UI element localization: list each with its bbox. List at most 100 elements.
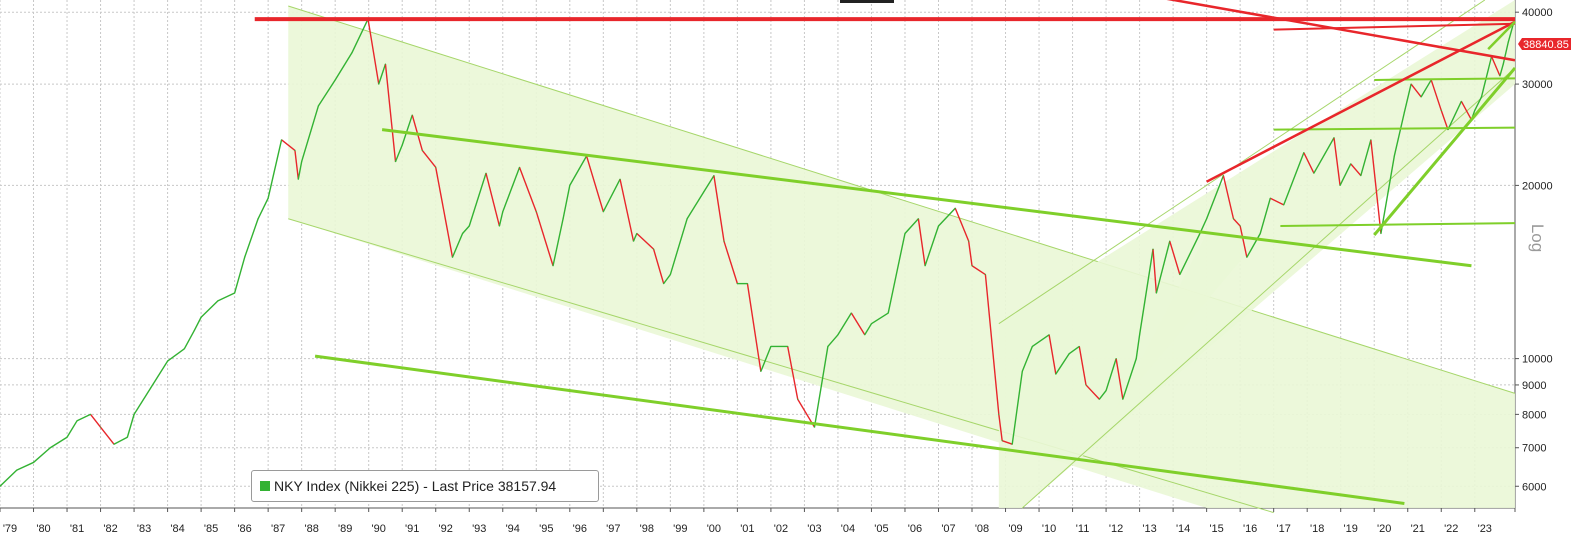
price-point [1480,96,1483,98]
price-segment [1270,197,1285,206]
price-segment [760,346,772,372]
price-segment [462,225,470,234]
price-point [870,323,873,325]
price-point [760,370,762,373]
price-segment [183,329,196,350]
price-point [1239,225,1241,227]
price-segment [984,274,1000,415]
price-point [1474,109,1476,112]
price-segment [864,323,873,336]
price-point [297,178,299,180]
price-point [217,300,219,302]
price-segment [468,172,487,227]
price-point [1410,83,1412,85]
channel-overlap [1116,233,1257,409]
trend-line-support-long [314,354,1405,505]
price-point [813,426,816,428]
x-tick-label: '97 [606,523,620,535]
price-segment [1339,163,1352,186]
price-segment [652,248,665,284]
price-point [485,172,487,174]
price-segment [1068,345,1080,355]
x-tick-label: '11 [1076,523,1090,535]
price-segment [334,52,353,81]
x-tick-label: '03 [807,523,821,535]
price-segment [937,207,956,227]
price-segment [76,413,91,422]
x-tick-label: '13 [1142,523,1156,535]
price-segment [1380,155,1396,234]
price-segment [1460,100,1473,121]
price-point [746,283,749,285]
x-tick-label: '91 [405,523,419,535]
price-point [1499,75,1501,77]
x-tick-label: '06 [908,523,922,535]
price-point [1507,41,1509,43]
price-point [1333,137,1335,139]
price-point [126,436,128,438]
price-segment [569,155,588,186]
price-segment [1169,240,1181,275]
price-point [937,225,940,227]
price-point [16,469,18,471]
price-segment [837,312,852,336]
x-tick-label: '19 [1344,523,1358,535]
price-point [267,197,269,199]
price-segment [1370,139,1382,234]
price-segment [1246,233,1261,258]
price-point [1031,345,1033,348]
price-point [150,387,152,389]
price-point [1115,358,1117,360]
trend-line-red-falling [1166,0,1516,62]
price-point [1001,440,1003,442]
price-segment [498,211,504,227]
price-segment [150,360,169,389]
price-segment [1303,152,1315,174]
x-tick-label: '85 [204,523,218,535]
price-segment [1078,346,1087,386]
price-point [703,191,705,193]
price-point [502,211,504,213]
price-point [1139,334,1141,336]
price-segment [1048,334,1057,375]
price-point [1259,232,1261,235]
price-point [552,265,554,267]
y-tick-label: 8000 [1522,409,1546,421]
price-segment [1474,96,1483,111]
price-segment [1155,240,1171,294]
price-segment [1480,56,1493,98]
trend-lines [254,0,1517,505]
last-price-tag: 38840.85 [1518,38,1571,51]
x-tick-label: '89 [338,523,352,535]
price-segment [1055,353,1070,375]
last-price-label: 38840.85 [1523,39,1569,51]
price-point [280,139,283,141]
x-tick-label: '86 [237,523,251,535]
price-point [1283,204,1285,206]
trend-line-red-short [1273,22,1516,31]
price-point [66,436,68,438]
price-segment [401,114,413,146]
price-segment [89,413,102,428]
price-segment [924,225,940,266]
price-series [0,18,1514,487]
price-segment [723,240,739,284]
price-segment [1499,63,1504,77]
price-point [1232,218,1235,220]
price-point [686,218,688,220]
x-tick-label: '09 [1008,523,1022,535]
x-tick-label: '88 [304,523,318,535]
price-point [1085,384,1087,386]
price-segment [1105,358,1117,391]
price-segment [1232,218,1241,227]
price-point [827,345,829,348]
price-point [317,105,320,107]
price-segment [1350,163,1362,177]
price-segment [713,175,725,242]
price-segment [746,283,762,372]
price-segment [1420,79,1432,98]
price-segment [562,185,571,219]
price-point [378,83,380,85]
price-point [837,334,839,336]
x-tick-label: '83 [137,523,151,535]
